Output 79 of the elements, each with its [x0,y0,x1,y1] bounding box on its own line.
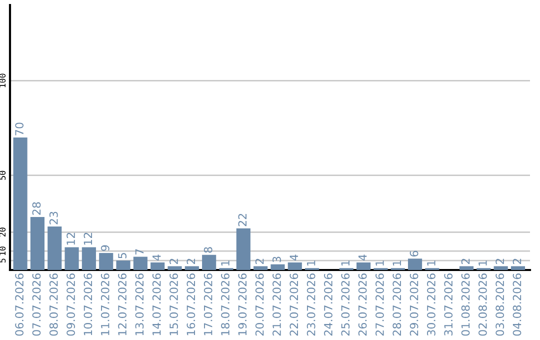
data-label: 2 [255,258,264,264]
data-label: 1 [221,260,230,266]
x-tick-label: 26.07.2026 [358,273,367,336]
x-tick-label: 02.08.2026 [478,273,487,336]
data-label: 5 [118,253,126,258]
x-tick-label: 11.07.2026 [100,273,110,336]
data-label: 2 [186,258,195,264]
bar [168,266,182,270]
bar [184,266,199,270]
bar [254,266,268,270]
bar [48,226,62,270]
bar [236,228,250,270]
x-tick-label: 21.07.2026 [272,273,281,336]
x-tick-label: 14.07.2026 [152,273,161,336]
x-tick-label: 31.07.2026 [444,273,453,336]
x-tick-label: 24.07.2026 [324,273,332,336]
data-label: 2 [170,258,178,264]
x-tick-label: 01.08.2026 [461,273,470,336]
data-label: 1 [341,260,350,266]
x-tick-label: 17.07.2026 [204,273,212,336]
data-label: 4 [358,254,367,260]
bar [64,247,79,270]
x-tick-label: 18.07.2026 [221,273,230,336]
bar [133,256,148,270]
data-label: 6 [410,250,418,256]
data-label: 1 [427,260,436,266]
x-tick-label: 03.08.2026 [496,273,504,336]
data-label: 22 [238,214,246,226]
x-tick-label: 07.07.2026 [32,273,41,336]
bar [99,252,114,270]
data-label: 2 [496,258,504,264]
data-label: 2 [512,258,522,264]
bar [150,262,165,270]
x-tick-label: 09.07.2026 [66,273,76,336]
data-label: 1 [392,260,401,266]
data-label: 1 [376,260,384,266]
data-label: 12 [84,232,92,245]
data-label: 8 [204,247,212,253]
x-tick-label: 04.08.2026 [512,273,522,336]
x-tick-label: 16.07.2026 [186,273,196,336]
bar [270,264,285,270]
data-label: 9 [100,245,110,251]
x-tick-label: 22.07.2026 [290,273,298,336]
data-label: 1 [307,260,316,266]
bar [30,217,44,270]
x-tick-label: 19.07.2026 [238,273,247,336]
bar [459,266,474,270]
x-tick-label: 15.07.2026 [170,273,178,336]
data-label: 4 [290,254,298,260]
data-label: 2 [461,258,470,264]
bar [408,258,422,270]
data-label: 70 [15,122,24,136]
x-tick-label: 23.07.2026 [306,273,316,336]
data-label: 23 [49,212,58,224]
bar [116,260,130,270]
x-tick-label: 10.07.2026 [84,273,92,336]
x-tick-label: 30.07.2026 [427,273,436,336]
bar [288,262,302,270]
data-label: 12 [66,232,75,245]
bar [510,266,526,270]
x-tick-label: 08.07.2026 [49,273,58,336]
x-tick-label: 06.07.2026 [15,273,24,336]
x-tick-label: 28.07.2026 [392,273,402,336]
x-tick-label: 29.07.2026 [410,273,418,336]
bar [13,138,28,270]
bar [202,254,216,270]
x-tick-label: 27.07.2026 [376,273,384,336]
data-label: 3 [272,256,281,262]
bar [356,262,371,270]
bar [494,266,508,270]
data-label: 28 [32,202,41,215]
x-tick-label: 12.07.2026 [118,273,126,336]
data-label: 7 [135,249,144,254]
data-label: 4 [152,254,161,260]
bar [82,247,96,270]
data-label: 1 [478,260,487,266]
x-tick-label: 13.07.2026 [135,273,144,336]
x-tick-label: 20.07.2026 [255,273,264,336]
x-tick-label: 25.07.2026 [341,273,350,336]
